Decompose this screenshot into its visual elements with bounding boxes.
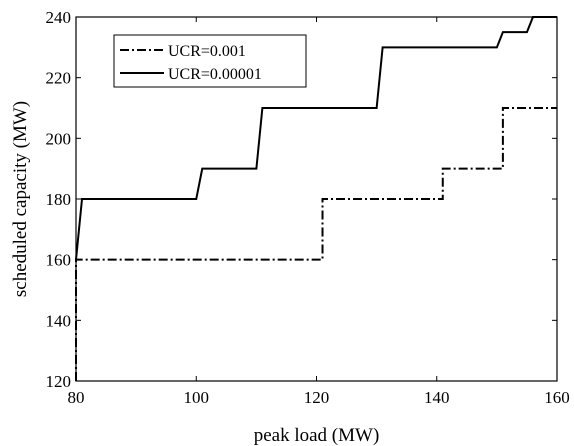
tick-layer: 80 100 120 140 160 120 140 160 180 200 220 240 bbox=[46, 8, 570, 407]
x-axis-label: peak load (MW) bbox=[254, 425, 380, 446]
y-tick-label: 240 bbox=[46, 8, 72, 27]
x-tick-label: 140 bbox=[424, 388, 450, 407]
legend-label-ucr-0.00001: UCR=0.00001 bbox=[168, 66, 262, 83]
y-tick-label: 180 bbox=[46, 190, 72, 209]
series-layer bbox=[75, 16, 557, 381]
y-tick-label: 200 bbox=[46, 129, 72, 148]
legend: UCR=0.001 UCR=0.00001 bbox=[113, 34, 307, 88]
plot-area: 80 100 120 140 160 120 140 160 180 200 220 240 bbox=[46, 8, 570, 407]
y-tick-label: 120 bbox=[46, 372, 72, 391]
y-tick-label: 140 bbox=[46, 311, 72, 330]
x-tick-label: 120 bbox=[304, 388, 330, 407]
y-axis-label: scheduled capacity (MW) bbox=[10, 101, 31, 297]
legend-box bbox=[113, 34, 307, 88]
legend-label-ucr-0.001: UCR=0.001 bbox=[168, 43, 246, 60]
series-line-1 bbox=[75, 16, 557, 260]
y-tick-label: 160 bbox=[46, 251, 72, 270]
x-tick-label: 100 bbox=[184, 388, 210, 407]
x-tick-label: 160 bbox=[544, 388, 570, 407]
x-tick-label: 80 bbox=[68, 388, 85, 407]
series-line-0 bbox=[75, 107, 557, 381]
y-tick-label: 220 bbox=[46, 69, 72, 88]
